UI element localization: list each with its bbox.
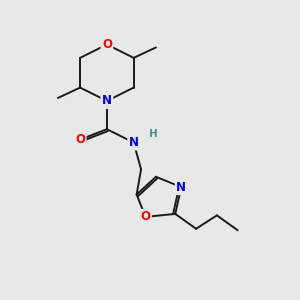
Text: O: O <box>102 38 112 51</box>
Text: N: N <box>102 94 112 107</box>
Text: O: O <box>140 210 151 224</box>
Text: N: N <box>129 136 139 149</box>
Text: H: H <box>148 129 157 139</box>
Text: O: O <box>75 133 85 146</box>
Text: N: N <box>176 181 186 194</box>
